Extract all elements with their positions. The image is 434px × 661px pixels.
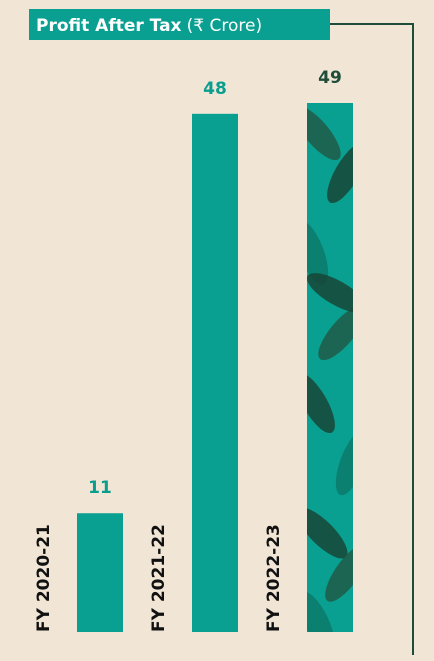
leaf: [307, 372, 335, 434]
value-label: 49: [318, 68, 342, 88]
leaf: [318, 305, 353, 361]
leaf-pattern: [307, 105, 353, 632]
leaf: [307, 220, 329, 286]
frame-line: [330, 23, 414, 655]
title-box: [29, 9, 330, 40]
leaf: [307, 273, 353, 313]
leaf: [307, 507, 348, 559]
category-label: FY 2021-22: [149, 524, 169, 632]
title-main: Profit After Tax: [36, 16, 182, 36]
title-unit: (₹ Crore): [187, 16, 262, 36]
leaf: [307, 105, 341, 161]
category-label: FY 2022-23: [264, 524, 284, 632]
leaf: [335, 430, 353, 496]
leaf: [327, 142, 353, 204]
bar: [77, 513, 123, 632]
value-label: 11: [88, 478, 112, 498]
leaf: [307, 591, 336, 632]
category-label: FY 2020-21: [34, 524, 54, 632]
bar: [192, 113, 238, 633]
leaf: [325, 544, 353, 602]
value-label: 48: [203, 79, 227, 99]
chart-title: Profit After Tax (₹ Crore): [36, 16, 262, 36]
